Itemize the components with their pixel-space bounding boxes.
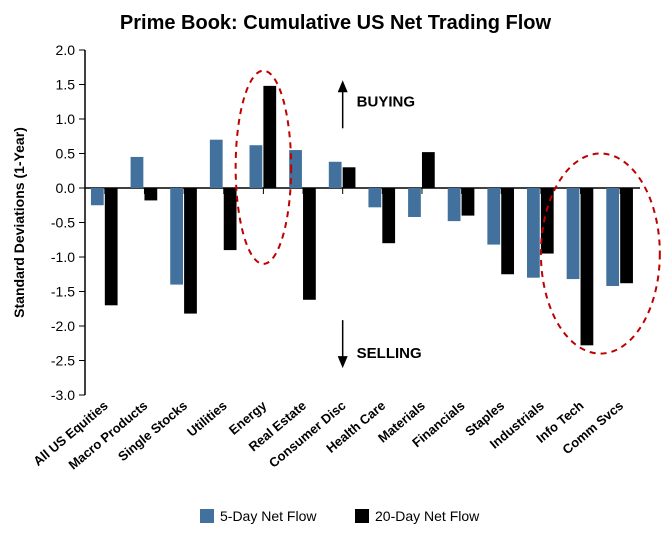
highlight-ellipse <box>541 154 660 354</box>
bar <box>91 188 104 205</box>
bar <box>144 188 157 200</box>
bar <box>329 162 342 188</box>
bar <box>184 188 197 314</box>
svg-text:-1.5: -1.5 <box>51 284 75 300</box>
bar <box>567 188 580 279</box>
legend-swatch <box>355 509 369 523</box>
bar <box>382 188 395 243</box>
bar <box>462 188 475 216</box>
svg-text:1.5: 1.5 <box>56 77 76 93</box>
bar <box>250 145 263 188</box>
bar <box>170 188 183 285</box>
chart-svg: 2.0 1.5 1.0 0.5 0.0 -0.5 -1.0 -1.5 -2.0 -2.5 -3.0 B… <box>0 0 671 543</box>
bar <box>527 188 540 278</box>
bar <box>422 152 435 188</box>
svg-text:-2.0: -2.0 <box>51 318 75 334</box>
bar <box>448 188 461 221</box>
svg-text:0.5: 0.5 <box>56 146 76 162</box>
bar <box>131 157 144 188</box>
svg-text:-0.5: -0.5 <box>51 215 75 231</box>
annotation-buying: BUYING <box>357 93 415 110</box>
annotation-selling: SELLING <box>357 345 422 362</box>
bar <box>581 188 594 345</box>
bar <box>368 188 381 207</box>
bar <box>105 188 118 305</box>
legend-label: 20-Day Net Flow <box>375 508 480 524</box>
svg-text:-1.0: -1.0 <box>51 249 75 265</box>
bar <box>263 86 276 188</box>
category-label: Single Stocks <box>115 398 190 464</box>
bar <box>224 188 237 250</box>
bar <box>606 188 619 286</box>
category-label: Utilities <box>184 398 230 440</box>
svg-text:1.0: 1.0 <box>56 111 76 127</box>
chart-container: Prime Book: Cumulative US Net Trading Fl… <box>0 0 671 543</box>
y-axis-label: Standard Deviations (1-Year) <box>11 127 27 318</box>
svg-text:0.0: 0.0 <box>56 180 76 196</box>
chart-title: Prime Book: Cumulative US Net Trading Fl… <box>0 12 671 35</box>
svg-text:-3.0: -3.0 <box>51 387 75 403</box>
svg-text:2.0: 2.0 <box>56 42 76 58</box>
bar <box>303 188 316 300</box>
bar <box>501 188 514 274</box>
bar <box>210 140 223 188</box>
svg-text:-2.5: -2.5 <box>51 353 75 369</box>
legend-label: 5-Day Net Flow <box>220 508 317 524</box>
legend-swatch <box>200 509 214 523</box>
bar <box>408 188 421 217</box>
bar <box>487 188 500 245</box>
bar <box>343 167 356 188</box>
bar <box>620 188 633 283</box>
